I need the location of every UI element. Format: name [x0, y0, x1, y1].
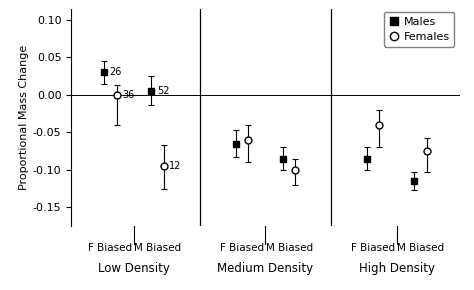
Text: Low Density: Low Density [98, 262, 170, 275]
Text: F Biased: F Biased [351, 243, 395, 253]
Text: 12: 12 [169, 161, 182, 171]
Text: 52: 52 [157, 86, 169, 96]
Text: M Biased: M Biased [397, 243, 444, 253]
Text: F Biased: F Biased [220, 243, 264, 253]
Text: 26: 26 [109, 68, 122, 77]
Text: F Biased: F Biased [89, 243, 133, 253]
Legend: Males, Females: Males, Females [383, 12, 454, 46]
Text: M Biased: M Biased [134, 243, 182, 253]
Text: 36: 36 [122, 90, 134, 100]
Text: High Density: High Density [359, 262, 435, 275]
Y-axis label: Proportional Mass Change: Proportional Mass Change [18, 45, 28, 190]
Text: Medium Density: Medium Density [218, 262, 313, 275]
Text: M Biased: M Biased [265, 243, 313, 253]
